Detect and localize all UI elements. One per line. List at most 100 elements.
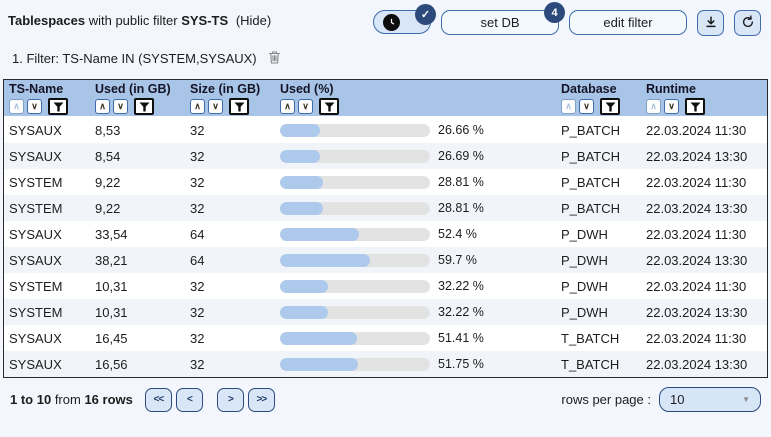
table-row: SYSAUX 8,54 32 26.69 % P_BATCH 22.03.202… bbox=[4, 143, 767, 169]
cell-used-gb: 9,22 bbox=[95, 200, 121, 216]
next-page-button[interactable]: > bbox=[216, 387, 244, 412]
cell-runtime: 22.03.2024 13:30 bbox=[646, 148, 748, 164]
cell-runtime: 22.03.2024 11:30 bbox=[646, 278, 747, 294]
cell-ts-name: SYSAUX bbox=[9, 122, 62, 138]
table-row: SYSAUX 16,45 32 51.41 % T_BATCH 22.03.20… bbox=[4, 325, 767, 351]
time-selection-button[interactable]: ✓ bbox=[373, 4, 436, 34]
rows-per-page-select[interactable]: 10 ▼ bbox=[659, 387, 761, 412]
chevron-down-icon: ▼ bbox=[742, 395, 750, 404]
title-main: Tablespaces bbox=[8, 13, 86, 28]
cell-runtime: 22.03.2024 11:30 bbox=[646, 174, 747, 190]
active-filter-text: 1. Filter: TS-Name IN (SYSTEM,SYSAUX) bbox=[12, 50, 257, 66]
sort-asc-button[interactable]: ∧ bbox=[561, 99, 576, 114]
column-filter-button[interactable] bbox=[48, 98, 68, 115]
usage-bar-fill bbox=[280, 227, 359, 241]
cell-size-gb: 32 bbox=[190, 174, 205, 190]
sort-desc-button[interactable]: ∨ bbox=[664, 99, 679, 114]
usage-percent-label: 32.22 % bbox=[438, 305, 484, 319]
cell-used-pct: 59.7 % bbox=[275, 253, 556, 267]
title-text: with public filter bbox=[88, 13, 178, 28]
column-filter-button[interactable] bbox=[600, 98, 620, 115]
usage-bar-track bbox=[280, 149, 430, 163]
cell-ts-name: SYSAUX bbox=[9, 330, 62, 346]
usage-percent-label: 26.66 % bbox=[438, 123, 484, 137]
delete-filter-button[interactable] bbox=[267, 49, 282, 68]
usage-bar-track bbox=[280, 357, 430, 371]
cell-ts-name: SYSAUX bbox=[9, 356, 62, 372]
refresh-icon bbox=[741, 14, 755, 32]
cell-ts-name: SYSAUX bbox=[9, 252, 62, 268]
sort-asc-button[interactable]: ∧ bbox=[646, 99, 661, 114]
sort-asc-button[interactable]: ∧ bbox=[280, 99, 295, 114]
cell-used-gb: 10,31 bbox=[95, 304, 128, 320]
check-badge: ✓ bbox=[415, 4, 436, 25]
cell-used-pct: 32.22 % bbox=[275, 279, 556, 293]
usage-bar-fill bbox=[280, 279, 329, 293]
table-row: SYSTEM 10,31 32 32.22 % P_DWH 22.03.2024… bbox=[4, 299, 767, 325]
first-page-button[interactable]: << bbox=[144, 387, 172, 412]
cell-database: T_BATCH bbox=[561, 356, 620, 372]
column-filter-button[interactable] bbox=[319, 98, 339, 115]
top-bar: Tablespaces with public filter SYS-TS (H… bbox=[0, 0, 771, 36]
cell-used-gb: 9,22 bbox=[95, 174, 121, 190]
filter-funnel-icon bbox=[605, 102, 615, 111]
set-db-button[interactable]: set DB 4 bbox=[441, 2, 565, 35]
column-header-used-pct: Used (%) ∧ ∨ bbox=[275, 82, 556, 116]
usage-bar-track bbox=[280, 331, 430, 345]
usage-bar-fill bbox=[280, 201, 324, 215]
cell-database: P_BATCH bbox=[561, 174, 620, 190]
prev-page-button[interactable]: < bbox=[175, 387, 203, 412]
usage-bar-fill bbox=[280, 331, 358, 345]
sort-desc-button[interactable]: ∨ bbox=[579, 99, 594, 114]
title-filter-name: SYS-TS bbox=[181, 13, 229, 28]
cell-used-pct: 52.4 % bbox=[275, 227, 556, 241]
sort-desc-button[interactable]: ∨ bbox=[208, 99, 223, 114]
last-page-button[interactable]: >> bbox=[247, 387, 275, 412]
cell-used-gb: 33,54 bbox=[95, 226, 128, 242]
cell-size-gb: 32 bbox=[190, 148, 205, 164]
rows-per-page: rows per page : 10 ▼ bbox=[561, 387, 761, 412]
cell-size-gb: 32 bbox=[190, 356, 205, 372]
column-header-used-gb: Used (in GB) ∧ ∨ bbox=[90, 82, 185, 116]
cell-size-gb: 64 bbox=[190, 226, 205, 242]
pagination-summary: 1 to 10 from 16 rows bbox=[10, 392, 133, 407]
sort-asc-button[interactable]: ∧ bbox=[190, 99, 205, 114]
cell-database: P_DWH bbox=[561, 226, 608, 242]
cell-used-pct: 26.66 % bbox=[275, 123, 556, 137]
cell-database: P_DWH bbox=[561, 304, 608, 320]
column-header-database: Database ∧ ∨ bbox=[556, 82, 641, 116]
edit-filter-button[interactable]: edit filter bbox=[569, 10, 687, 35]
filter-funnel-icon bbox=[690, 102, 700, 111]
column-filter-button[interactable] bbox=[685, 98, 705, 115]
sort-asc-button[interactable]: ∧ bbox=[9, 99, 24, 114]
cell-runtime: 22.03.2024 11:30 bbox=[646, 226, 747, 242]
sort-desc-button[interactable]: ∨ bbox=[27, 99, 42, 114]
usage-bar-fill bbox=[280, 175, 324, 189]
download-button[interactable] bbox=[697, 10, 724, 36]
cell-used-pct: 26.69 % bbox=[275, 149, 556, 163]
cell-runtime: 22.03.2024 11:30 bbox=[646, 122, 747, 138]
usage-percent-label: 59.7 % bbox=[438, 253, 477, 267]
column-filter-button[interactable] bbox=[134, 98, 154, 115]
page-title: Tablespaces with public filter SYS-TS (H… bbox=[8, 10, 271, 28]
sort-asc-button[interactable]: ∧ bbox=[95, 99, 110, 114]
sort-desc-button[interactable]: ∨ bbox=[298, 99, 313, 114]
column-filter-button[interactable] bbox=[229, 98, 249, 115]
usage-bar-track bbox=[280, 201, 430, 215]
table-row: SYSTEM 9,22 32 28.81 % P_BATCH 22.03.202… bbox=[4, 169, 767, 195]
set-db-label: set DB bbox=[480, 15, 520, 30]
column-header-ts-name: TS-Name ∧ ∨ bbox=[4, 82, 90, 116]
cell-runtime: 22.03.2024 13:30 bbox=[646, 200, 748, 216]
cell-size-gb: 32 bbox=[190, 330, 205, 346]
usage-percent-label: 51.41 % bbox=[438, 331, 484, 345]
hide-link[interactable]: (Hide) bbox=[235, 13, 272, 28]
refresh-button[interactable] bbox=[734, 10, 761, 36]
cell-database: P_DWH bbox=[561, 252, 608, 268]
usage-percent-label: 52.4 % bbox=[438, 227, 477, 241]
table-body: SYSAUX 8,53 32 26.66 % P_BATCH 22.03.202… bbox=[4, 117, 767, 377]
sort-desc-button[interactable]: ∨ bbox=[113, 99, 128, 114]
usage-percent-label: 51.75 % bbox=[438, 357, 484, 371]
table-header: TS-Name ∧ ∨ Used (in GB) ∧ ∨ Size (in GB… bbox=[4, 80, 767, 117]
cell-ts-name: SYSTEM bbox=[9, 174, 63, 190]
